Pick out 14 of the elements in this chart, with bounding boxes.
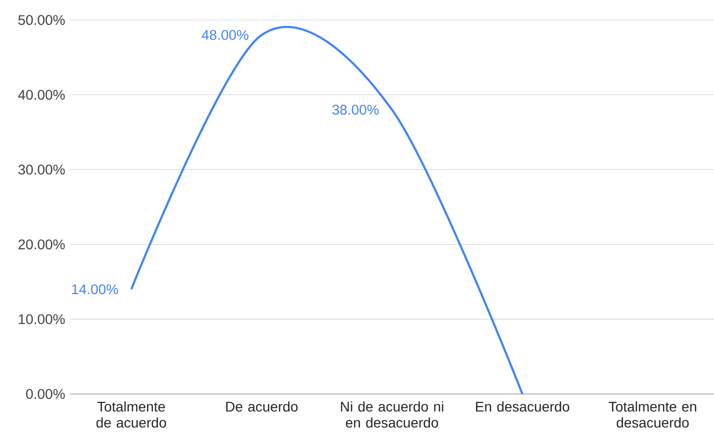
x-tick-label: Totalmente de acuerdo: [96, 401, 166, 428]
y-tick-label: 40.00%: [18, 90, 65, 100]
x-tick-label: Ni de acuerdo ni en desacuerdo: [341, 401, 444, 428]
data-label: 14.00%: [72, 284, 118, 294]
y-tick-label: 20.00%: [18, 239, 65, 250]
x-tick-label: En desacuerdo: [476, 401, 570, 412]
y-tick-label: 10.00%: [18, 314, 65, 324]
y-tick-label: 0.00%: [26, 389, 65, 399]
y-tick-label: 30.00%: [18, 164, 65, 175]
x-tick-label: De acuerdo: [226, 401, 298, 412]
data-label: 38.00%: [332, 104, 379, 115]
y-tick-label: 50.00%: [18, 15, 65, 25]
data-label: 48.00%: [202, 30, 248, 40]
x-tick-label: Totalmente en desacuerdo: [608, 401, 696, 428]
